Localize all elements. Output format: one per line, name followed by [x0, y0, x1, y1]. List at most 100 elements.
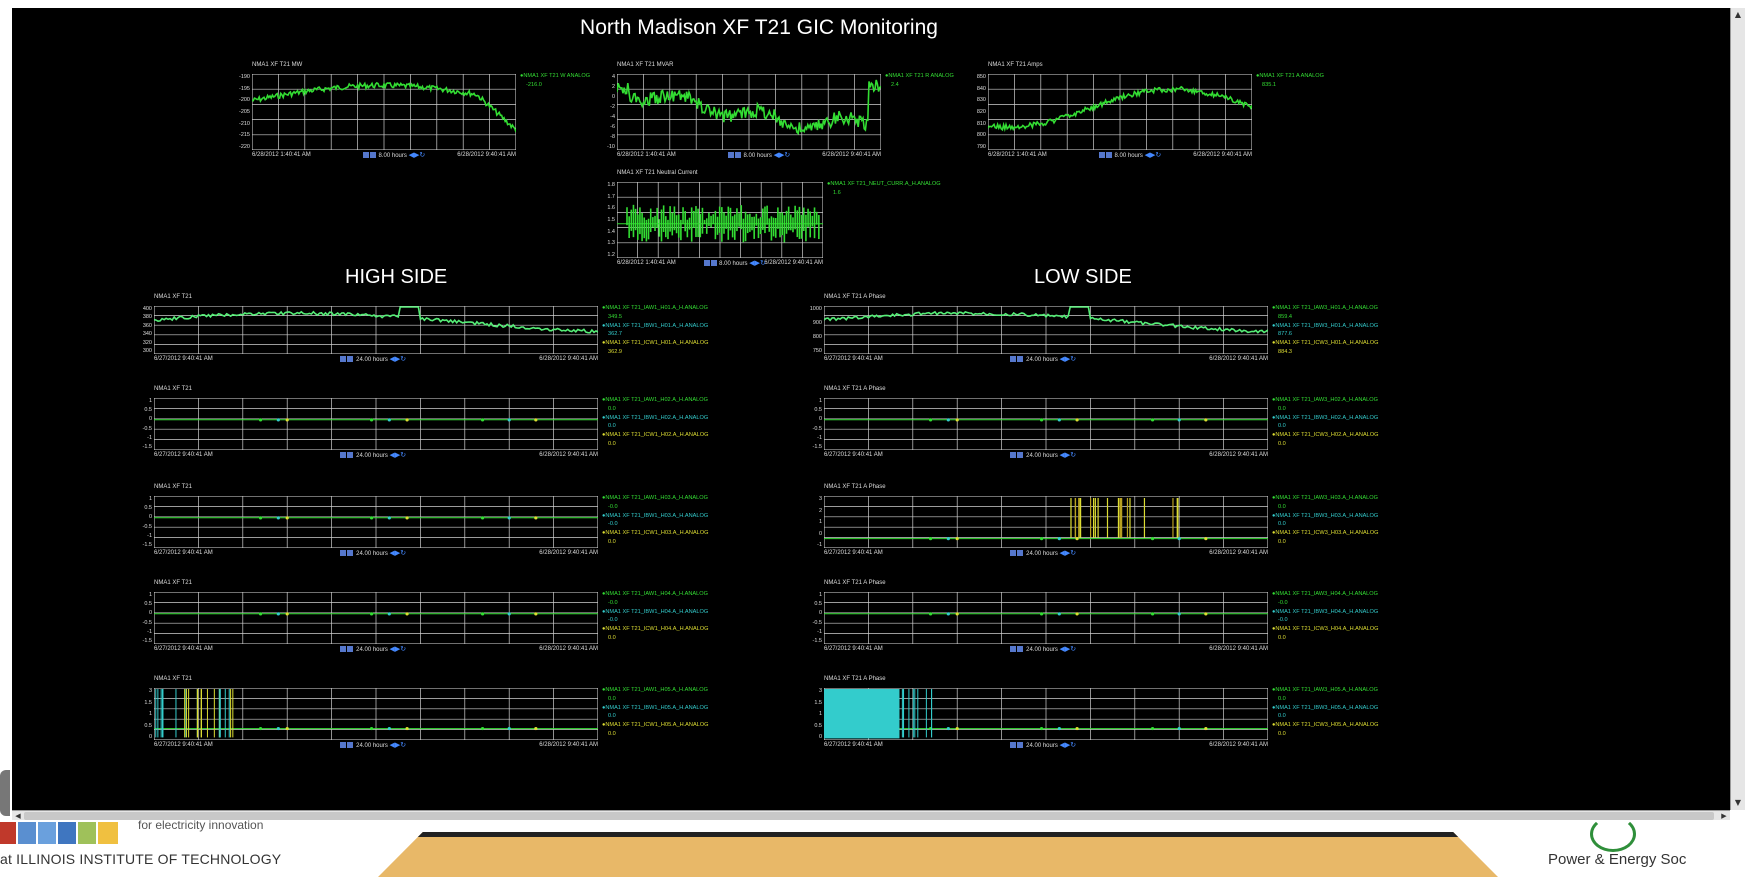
plot-area[interactable] [824, 496, 1268, 548]
trend-controls[interactable]: 24.00 hours ◀▶↻ [340, 741, 406, 749]
zoom-out-icon[interactable] [1010, 356, 1017, 363]
vertical-scrollbar[interactable]: ▲ ▼ [1730, 8, 1745, 810]
zoom-out-icon[interactable] [340, 646, 347, 653]
scroll-down-icon[interactable]: ▼ [1734, 798, 1742, 807]
pan-arrows-icon[interactable]: ◀▶↻ [408, 152, 426, 159]
zoom-out-icon[interactable] [1010, 646, 1017, 653]
zoom-in-icon[interactable] [347, 452, 354, 459]
duration-label[interactable]: 24.00 hours [354, 551, 390, 557]
zoom-in-icon[interactable] [347, 742, 354, 749]
duration-label[interactable]: 24.00 hours [354, 743, 390, 749]
zoom-out-icon[interactable] [1098, 152, 1105, 159]
zoom-in-icon[interactable] [347, 550, 354, 557]
pan-arrows-icon[interactable]: ◀▶↻ [389, 452, 407, 459]
trend-controls[interactable]: 24.00 hours ◀▶↻ [340, 549, 406, 557]
pan-arrows-icon[interactable]: ◀▶↻ [389, 742, 407, 749]
zoom-in-icon[interactable] [1017, 646, 1024, 653]
duration-label[interactable]: 24.00 hours [1024, 551, 1060, 557]
pan-arrows-icon[interactable]: ◀▶↻ [1059, 452, 1077, 459]
trend-controls[interactable]: 8.00 hours ◀▶↻ [1098, 151, 1162, 159]
zoom-in-icon[interactable] [1017, 356, 1024, 363]
trend-controls[interactable]: 24.00 hours ◀▶↻ [1010, 549, 1076, 557]
plot-area[interactable] [154, 592, 598, 644]
trend-controls[interactable]: 24.00 hours ◀▶↻ [340, 645, 406, 653]
zoom-in-icon[interactable] [1017, 742, 1024, 749]
zoom-out-icon[interactable] [340, 550, 347, 557]
pan-arrows-icon[interactable]: ◀▶↻ [389, 356, 407, 363]
zoom-in-icon[interactable] [369, 152, 376, 159]
plot-area[interactable] [252, 74, 516, 150]
duration-label[interactable]: 24.00 hours [354, 453, 390, 459]
scroll-right-icon[interactable]: ▶ [1721, 812, 1727, 820]
duration-label[interactable]: 8.00 hours [1112, 153, 1145, 159]
zoom-out-icon[interactable] [703, 260, 710, 267]
plot-area[interactable] [154, 398, 598, 450]
pan-arrows-icon[interactable]: ◀▶↻ [1059, 742, 1077, 749]
zoom-in-icon[interactable] [1105, 152, 1112, 159]
zoom-in-icon[interactable] [710, 260, 717, 267]
data-marker [1177, 726, 1181, 731]
plot-area[interactable] [617, 182, 823, 258]
y-tick-label: -0.5 [142, 523, 152, 530]
trend-controls[interactable]: 24.00 hours ◀▶↻ [1010, 645, 1076, 653]
trend-controls[interactable]: 8.00 hours ◀▶↻ [362, 151, 426, 159]
zoom-out-icon[interactable] [727, 152, 734, 159]
zoom-out-icon[interactable] [362, 152, 369, 159]
trend-controls[interactable]: 24.00 hours ◀▶↻ [340, 355, 406, 363]
page-title: North Madison XF T21 GIC Monitoring [580, 16, 938, 39]
zoom-in-icon[interactable] [347, 356, 354, 363]
trend-controls[interactable]: 8.00 hours ◀▶↻ [727, 151, 791, 159]
pan-arrows-icon[interactable]: ◀▶↻ [773, 152, 791, 159]
horizontal-scrollbar[interactable]: ◀ ▶ [12, 810, 1730, 821]
zoom-in-icon[interactable] [1017, 452, 1024, 459]
legend-series-name: ●NMA1 XF T21_IBW3_H01.A_H.ANALOG [1272, 322, 1379, 329]
pan-arrows-icon[interactable]: ◀▶↻ [1059, 550, 1077, 557]
y-tick-label: 3 [818, 496, 822, 502]
duration-label[interactable]: 24.00 hours [1024, 453, 1060, 459]
zoom-out-icon[interactable] [340, 356, 347, 363]
zoom-in-icon[interactable] [1017, 550, 1024, 557]
plot-area[interactable] [824, 398, 1268, 450]
trend-controls[interactable]: 24.00 hours ◀▶↻ [1010, 355, 1076, 363]
zoom-out-icon[interactable] [1010, 452, 1017, 459]
data-marker [405, 612, 409, 616]
duration-label[interactable]: 24.00 hours [1024, 647, 1060, 653]
duration-label[interactable]: 24.00 hours [1024, 357, 1060, 363]
plot-area[interactable] [154, 688, 598, 740]
duration-label[interactable]: 8.00 hours [741, 153, 774, 159]
zoom-out-icon[interactable] [1010, 742, 1017, 749]
duration-label[interactable]: 24.00 hours [354, 647, 390, 653]
trend-controls[interactable]: 24.00 hours ◀▶↻ [340, 451, 406, 459]
plot-area[interactable] [154, 496, 598, 548]
trend-controls[interactable]: 24.00 hours ◀▶↻ [1010, 451, 1076, 459]
y-axis-ticks: 1 0.5 0 -0.5 -1 -1.5 [132, 592, 152, 644]
duration-label[interactable]: 8.00 hours [376, 153, 409, 159]
scroll-left-icon[interactable]: ◀ [15, 812, 21, 820]
plot-area[interactable] [988, 74, 1252, 150]
pan-arrows-icon[interactable]: ◀▶↻ [389, 646, 407, 653]
zoom-out-icon[interactable] [340, 452, 347, 459]
pan-arrows-icon[interactable]: ◀▶↻ [389, 550, 407, 557]
plot-area[interactable] [617, 74, 881, 150]
plot-area[interactable] [824, 688, 1268, 740]
data-marker [955, 537, 959, 541]
scroll-up-icon[interactable]: ▲ [1734, 10, 1742, 19]
time-end-label: 6/28/2012 9:40:41 AM [1209, 646, 1268, 652]
pan-arrows-icon[interactable]: ◀▶↻ [1144, 152, 1162, 159]
plot-area[interactable] [154, 306, 598, 354]
duration-label[interactable]: 8.00 hours [717, 261, 750, 267]
duration-label[interactable]: 24.00 hours [1024, 743, 1060, 749]
zoom-out-icon[interactable] [340, 742, 347, 749]
plot-area[interactable] [824, 592, 1268, 644]
scrollbar-thumb[interactable] [24, 812, 1714, 820]
duration-label[interactable]: 24.00 hours [354, 357, 390, 363]
trend-controls[interactable]: 8.00 hours ◀▶↻ [703, 259, 766, 267]
trend-controls[interactable]: 24.00 hours ◀▶↻ [1010, 741, 1076, 749]
pan-arrows-icon[interactable]: ◀▶↻ [1059, 646, 1077, 653]
pan-arrows-icon[interactable]: ◀▶↻ [1059, 356, 1077, 363]
zoom-in-icon[interactable] [734, 152, 741, 159]
zoom-in-icon[interactable] [347, 646, 354, 653]
plot-area[interactable] [824, 306, 1268, 354]
pan-arrows-icon[interactable]: ◀▶↻ [749, 260, 766, 267]
zoom-out-icon[interactable] [1010, 550, 1017, 557]
